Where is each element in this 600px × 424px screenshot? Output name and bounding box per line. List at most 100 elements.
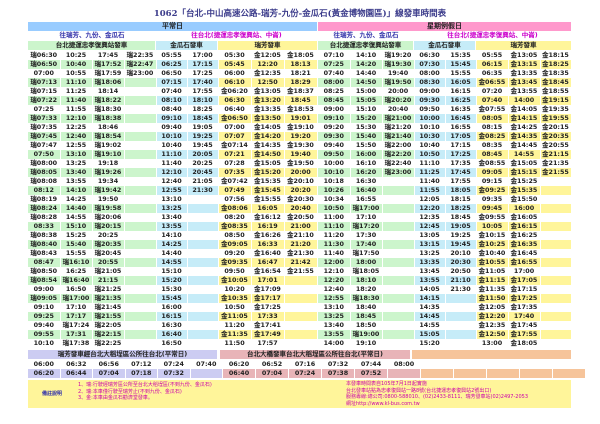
weekday-taipei-departure: 瑞08:08 — [28, 177, 61, 186]
timetable-row: 07:10 14:10 瑞19:20 06:30 15:35 05:55 金13:05 金18… — [318, 51, 572, 60]
weekday-ruifang-departure: 11:50 — [218, 339, 252, 348]
express-timetable: 06:00 06:32 06:56 07:12 07:24 07:40 06:20 06:52… — [28, 360, 586, 378]
weekend-taipei-departure: 10:26 — [318, 186, 351, 195]
weekday-ruifang-departure: 金06:20 — [218, 87, 252, 96]
weekday-taipei-departure: 瑞22:35 — [124, 51, 157, 60]
weekday-taipei-departure: 21:15 — [92, 276, 125, 285]
timetable-row: 11:20 17:30 13:05 19:25 金10:15 金16:25 — [318, 231, 572, 240]
weekday-jinguashi-departure — [187, 276, 219, 285]
weekday-taipei-departure: 13:25 — [60, 159, 93, 168]
express-blank-cell — [453, 360, 487, 369]
weekday-jinguashi-departure: 17:40 — [187, 78, 219, 87]
weekend-ruifang-departure: 09:05 — [476, 168, 509, 177]
weekend-ruifang-departure: 金11:50 — [476, 294, 509, 303]
express-departure: 06:40 — [222, 369, 256, 378]
weekday-taipei-departure: 瑞23:00 — [124, 69, 157, 78]
weekend-taipei-departure: 11:40 — [318, 249, 351, 258]
weekend-jinguashi-departure: 12:20 — [414, 204, 446, 213]
timetable-row: 10:00 16:10 瑞22:40 11:10 17:35 金08:55 金15:05 金2… — [318, 159, 572, 168]
weekend-ruifang-departure — [540, 195, 572, 204]
weekend-ruifang-departure — [540, 240, 572, 249]
weekday-taipei-departure: 瑞18:30 — [92, 105, 125, 114]
weekend-jinguashi-departure: 10:10 — [414, 123, 446, 132]
weekend-taipei-departure: 14:10 — [350, 51, 383, 60]
weekday-ruifang-departure — [284, 330, 318, 339]
timetable-row: 13:25 18:45 14:45 金12:20 17:40 — [318, 312, 572, 321]
weekday-taipei-departure: 19:34 — [92, 177, 125, 186]
weekday-ruifang-departure: 金07:42 — [218, 177, 252, 186]
weekend-taipei-departure: 10:50 — [318, 204, 351, 213]
weekday-jinguashi-departure: 12:55 — [156, 186, 188, 195]
weekday-ruifang-departure: 18:13 — [284, 60, 318, 69]
weekend-taipei-departure: 17:40 — [350, 240, 383, 249]
weekday-ruifang-departure: 07:07 — [218, 132, 252, 141]
weekday-ruifang-departure: 金21:55 — [284, 267, 318, 276]
weekend-jinguashi-departure: 13:05 — [414, 231, 446, 240]
weekday-ruifang-departure: 12:50 — [251, 78, 285, 87]
weekend-taipei-departure: 18:50 — [350, 321, 383, 330]
weekday-ruifang-departure — [284, 321, 318, 330]
weekend-ruifang-departure: 金21:55 — [540, 168, 572, 177]
weekday-taipei-departure: 10:10 — [28, 339, 61, 348]
weekend-ruifang-departure: 金13:05 — [508, 51, 541, 60]
weekend-ruifang-departure: 金09:55 — [476, 213, 509, 222]
weekend-ruifang-departure: 金13:45 — [508, 78, 541, 87]
weekend-taipei-departure: 12:40 — [318, 285, 351, 294]
weekend-taipei-departure: 瑞22:00 — [382, 141, 415, 150]
weekend-ruifang-departure: 金09:25 — [476, 186, 509, 195]
timetable-row: 11:10 瑞17:20 12:45 19:05 10:05 金16:15 — [318, 222, 572, 231]
weekend-taipei-departure: 08:25 — [318, 87, 351, 96]
timetable-row: 13:55 瑞19:00 15:05 金12:50 金17:55 — [318, 330, 572, 339]
weekday-ruifang-departure: 金14:50 — [251, 150, 285, 159]
weekend-jinguashi-departure: 07:30 — [414, 60, 446, 69]
weekday-ruifang-departure: 金12:05 — [251, 51, 285, 60]
weekday-ruifang-departure: 金08:35 — [218, 222, 252, 231]
weekday-ruifang-departure: 07:00 — [218, 123, 252, 132]
weekend-jinguashi-departure: 21:30 — [445, 285, 477, 294]
weekend-ruifang-departure: 金10:55 — [476, 258, 509, 267]
weekday-taipei-departure: 瑞06:30 — [28, 51, 61, 60]
timetable-row: 10:34 16:55 12:05 18:15 09:35 金15:50 — [318, 195, 572, 204]
weekend-taipei-departure: 17:30 — [350, 231, 383, 240]
express-departure: 06:20 — [28, 369, 61, 378]
weekday-taipei-departure: 12:10 — [60, 114, 93, 123]
weekend-taipei-departure: 11:10 — [318, 222, 351, 231]
weekday-jinguashi-departure: 21:05 — [187, 177, 219, 186]
weekend-taipei-departure: 18:45 — [350, 312, 383, 321]
weekday-ruifang-departure: 金17:49 — [251, 330, 285, 339]
timetable-row: 08:33 15:10 瑞20:15 13:55 金08:35 16:19 21:00 — [28, 222, 318, 231]
weekday-ruifang-departure: 05:30 — [218, 51, 252, 60]
weekday-ruifang-departure: 16:33 — [251, 240, 285, 249]
weekend-ruifang-departure: 09:35 — [476, 195, 509, 204]
weekend-ruifang-departure: 金18:05 — [508, 339, 541, 348]
weekday-jinguashi-departure: 18:25 — [187, 105, 219, 114]
weekend-ruifang-departure: 17:00 — [508, 267, 541, 276]
weekend-jinguashi-departure: 14:55 — [414, 321, 446, 330]
weekday-ruifang-departure: 金14:05 — [251, 123, 285, 132]
weekend-taipei-departure — [382, 249, 415, 258]
weekday-jinguashi-departure: 14:55 — [156, 258, 188, 267]
weekend-jinguashi-departure: 21:10 — [445, 276, 477, 285]
weekend-taipei-departure: 10:10 — [318, 168, 351, 177]
weekday-timetable: 瑞06:30 10:25 17:45 瑞22:35 05:55 17:00 05:30 金12… — [28, 51, 318, 348]
weekday-taipei-departure: 10:25 — [60, 51, 93, 60]
weekday-taipei-departure: 17:31 — [60, 330, 93, 339]
express-blank-cell — [420, 360, 454, 369]
weekend-taipei-departure: 16:30 — [350, 177, 383, 186]
timetable-row: 瑞07:13 11:10 瑞18:06 07:15 17:40 06:10 12:50 18:… — [28, 78, 318, 87]
weekend-taipei-departure: 10:18 — [318, 177, 351, 186]
weekday-taipei-departure — [124, 276, 157, 285]
weekday-jinguashi-departure: 09:40 — [156, 123, 188, 132]
weekend-jinguashi-departure: 17:15 — [445, 141, 477, 150]
weekday-ruifang-departure: 金12:35 — [251, 69, 285, 78]
weekend-taipei-departure: 14:40 — [350, 69, 383, 78]
weekend-taipei-departure: 瑞17:20 — [350, 222, 383, 231]
weekend-ruifang-departure: 金11:35 — [476, 285, 509, 294]
weekend-taipei-departure: 09:20 — [318, 123, 351, 132]
weekend-ruifang-departure: 14:55 — [508, 150, 541, 159]
weekend-ruifang-departure: 金12:35 — [476, 321, 509, 330]
timetable-row: 11:00 17:10 12:35 18:45 金09:55 金16:05 — [318, 213, 572, 222]
weekend-taipei-departure: 18:20 — [350, 285, 383, 294]
weekend-jinguashi-departure: 15:55 — [445, 69, 477, 78]
express-departure — [190, 369, 223, 378]
